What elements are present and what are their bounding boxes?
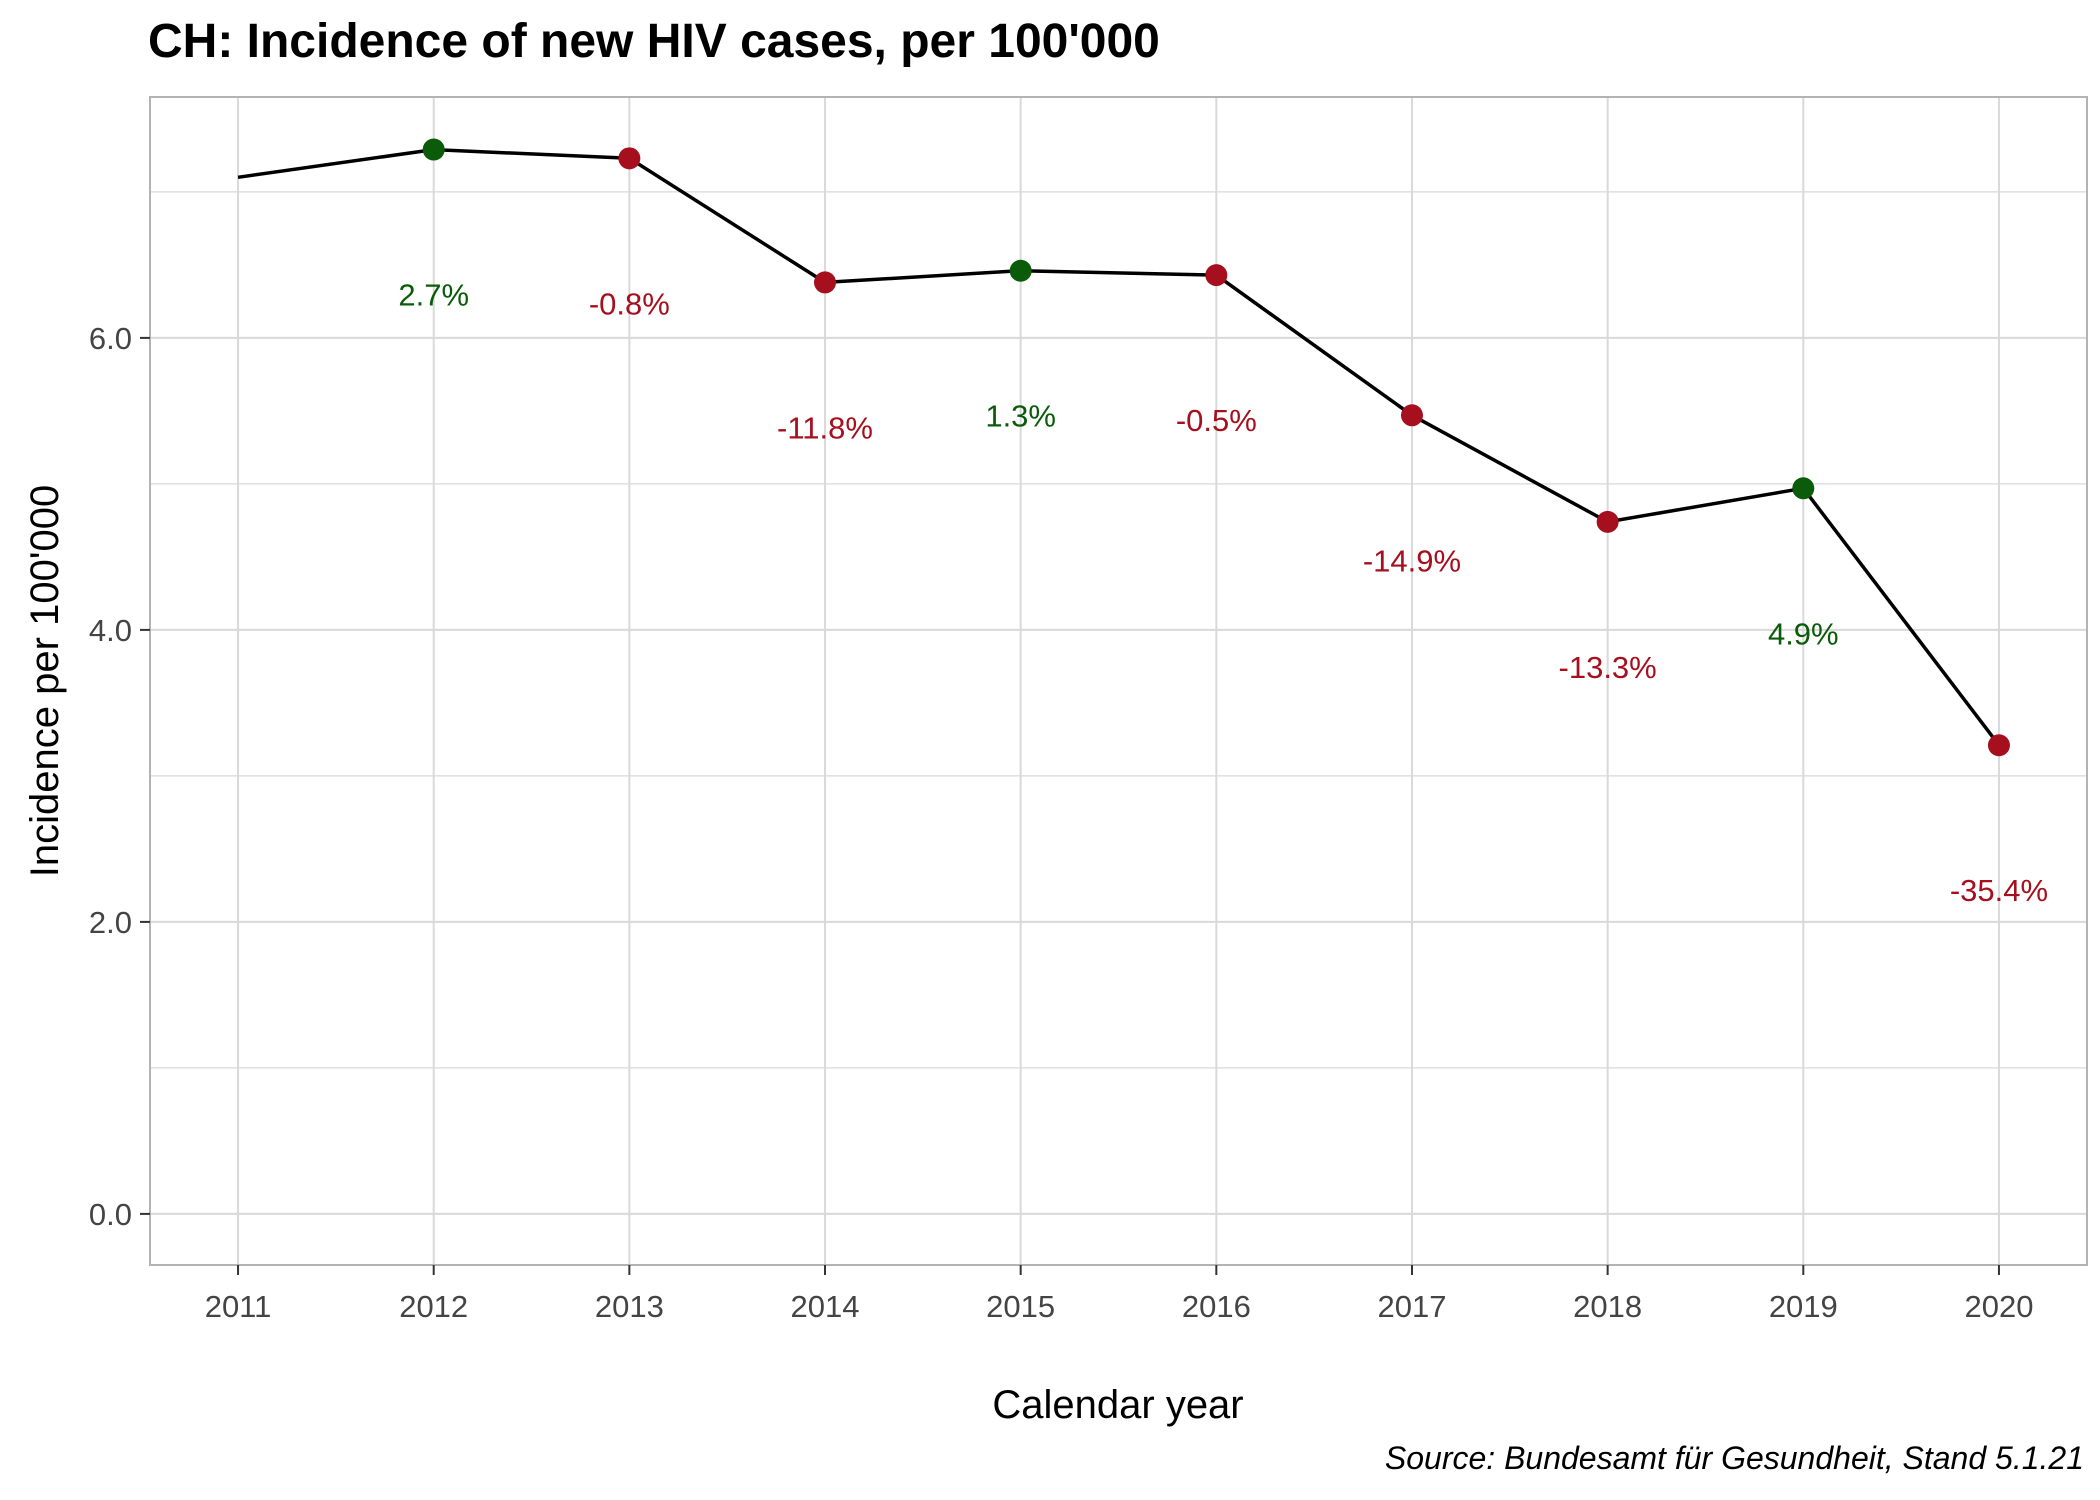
x-tick-label: 2014 bbox=[791, 1289, 860, 1324]
data-point bbox=[1987, 734, 2010, 757]
x-tick-label: 2018 bbox=[1573, 1289, 1642, 1324]
x-tick-label: 2016 bbox=[1182, 1289, 1251, 1324]
change-label: -35.4% bbox=[1950, 873, 2048, 908]
y-axis-ticks: 0.0 2.0 4.0 6.0 bbox=[89, 321, 150, 1232]
series-incidence bbox=[237, 138, 2010, 757]
change-label: -0.5% bbox=[1176, 403, 1257, 438]
x-tick-label: 2020 bbox=[1964, 1289, 2033, 1324]
x-tick-label: 2019 bbox=[1769, 1289, 1838, 1324]
y-tick-label: 2.0 bbox=[89, 905, 132, 940]
change-label: -14.9% bbox=[1363, 543, 1461, 578]
change-label: -11.8% bbox=[777, 410, 873, 445]
data-point bbox=[814, 271, 837, 294]
change-label: -0.8% bbox=[589, 286, 670, 321]
series-line bbox=[237, 147, 2001, 747]
data-point bbox=[422, 138, 445, 161]
y-tick-label: 4.0 bbox=[89, 613, 132, 648]
x-axis-title: Calendar year bbox=[992, 1383, 1243, 1427]
x-axis-ticks: 2011 2012 2013 2014 2015 2016 2017 2018 2019 2020 bbox=[205, 1265, 2033, 1324]
data-point bbox=[1792, 477, 1815, 500]
chart-source: Source: Bundesamt für Gesundheit, Stand … bbox=[1384, 1440, 2084, 1476]
x-tick-label: 2011 bbox=[205, 1289, 272, 1324]
change-label: 4.9% bbox=[1768, 616, 1839, 651]
y-tick-label: 0.0 bbox=[89, 1197, 132, 1232]
panel-border bbox=[149, 96, 2088, 1266]
x-tick-label: 2013 bbox=[595, 1289, 664, 1324]
y-tick-label: 6.0 bbox=[89, 321, 132, 356]
data-point bbox=[1205, 264, 1228, 287]
change-label: 1.3% bbox=[985, 399, 1056, 434]
data-point bbox=[1596, 510, 1619, 533]
x-tick-label: 2015 bbox=[986, 1289, 1055, 1324]
change-labels: 2.7% -0.8% -11.8% 1.3% -0.5% -14.9% -13.3% 4.9%… bbox=[398, 278, 2048, 909]
data-point bbox=[1400, 404, 1423, 427]
change-label: 2.7% bbox=[398, 278, 469, 313]
data-point bbox=[618, 147, 641, 170]
change-label: -13.3% bbox=[1559, 650, 1657, 685]
x-tick-label: 2017 bbox=[1378, 1289, 1447, 1324]
chart-title: CH: Incidence of new HIV cases, per 100'… bbox=[148, 15, 1160, 68]
y-axis-title: Incidence per 100'000 bbox=[23, 485, 67, 877]
grid-lines bbox=[150, 97, 2087, 1265]
x-tick-label: 2012 bbox=[399, 1289, 468, 1324]
data-point bbox=[1009, 259, 1032, 282]
